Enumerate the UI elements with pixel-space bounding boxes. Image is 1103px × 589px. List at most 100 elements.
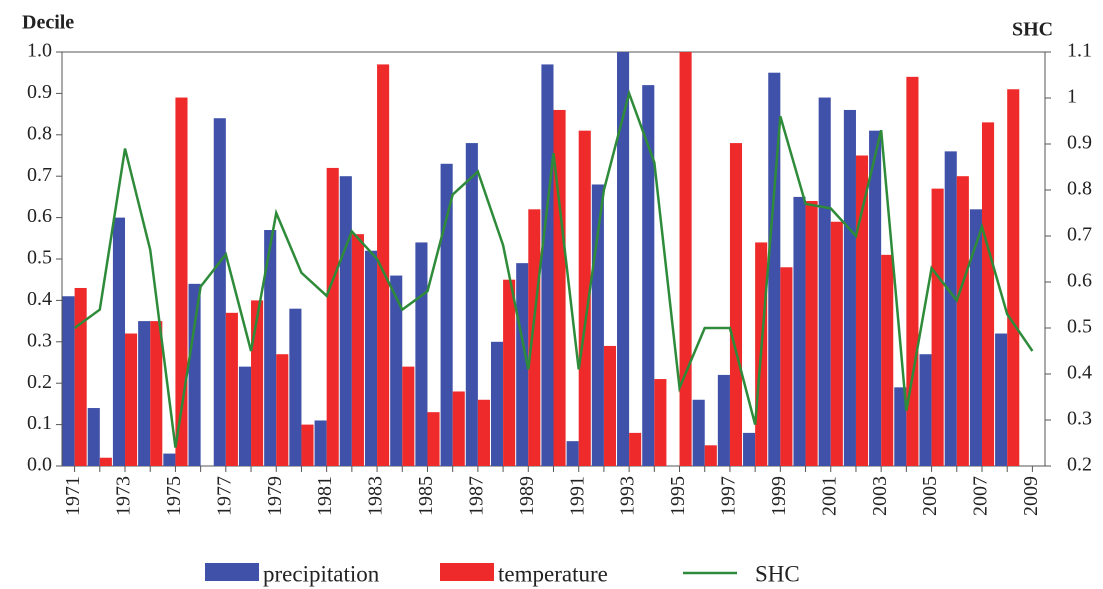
legend-label: SHC	[755, 561, 800, 586]
bar	[981, 122, 995, 466]
bar	[528, 209, 541, 466]
bar	[415, 242, 428, 466]
bar	[818, 97, 831, 466]
legend-swatch	[205, 563, 259, 581]
bar	[251, 300, 264, 466]
bar	[881, 254, 894, 466]
y2-tick-label: 0.3	[1067, 408, 1092, 430]
x-tick-label: 1971	[62, 476, 84, 516]
y2-axis-title: SHC	[1012, 19, 1053, 41]
bar	[112, 217, 126, 466]
bar	[364, 250, 378, 466]
bar	[906, 76, 919, 466]
bar	[276, 354, 289, 466]
bar	[314, 420, 327, 466]
bar	[390, 275, 403, 466]
bar	[301, 424, 314, 466]
bar	[74, 287, 87, 466]
bar	[869, 130, 882, 466]
y-tick-label: 0.9	[27, 81, 52, 103]
x-tick-label: 2001	[818, 476, 840, 516]
x-tick-label: 2009	[1020, 476, 1042, 516]
bar	[427, 412, 440, 466]
y-tick-label: 0.8	[27, 122, 52, 144]
bar	[654, 379, 667, 466]
bar	[843, 109, 856, 467]
x-tick-label: 1983	[365, 476, 387, 516]
bar	[566, 441, 579, 466]
bar	[503, 279, 516, 466]
bar	[238, 366, 252, 466]
bar	[768, 72, 781, 466]
bar	[553, 109, 566, 467]
bar	[477, 399, 490, 466]
y-tick-label: 0.4	[27, 288, 52, 310]
y2-tick-label: 1.1	[1067, 40, 1092, 62]
bar	[99, 457, 112, 466]
bar	[692, 399, 705, 466]
bar	[402, 366, 415, 466]
bar	[642, 85, 655, 467]
x-tick-label: 1973	[113, 476, 135, 516]
line	[73, 89, 1034, 448]
bar	[339, 176, 352, 466]
bar	[125, 333, 138, 466]
legend-swatch	[440, 563, 494, 581]
y2-tick-label: 0.5	[1067, 316, 1092, 338]
y2-tick-label: 0.9	[1067, 132, 1092, 154]
bar	[87, 408, 100, 466]
x-tick-label: 2005	[919, 476, 941, 516]
bar	[956, 176, 969, 466]
legend-label: temperature	[498, 561, 608, 586]
x-tick-label: 1985	[415, 476, 437, 516]
x-tick-label: 1981	[314, 476, 336, 516]
bar	[541, 64, 554, 467]
bar	[855, 155, 869, 466]
bar	[138, 321, 151, 466]
y2-tick-label: 0.8	[1067, 178, 1092, 200]
y-tick-label: 1.0	[27, 40, 52, 62]
legend-label: precipitation	[263, 561, 380, 586]
y2-tick-label: 0.2	[1067, 454, 1092, 476]
bar	[440, 163, 453, 466]
bar	[729, 143, 743, 466]
bar	[351, 234, 364, 466]
bar	[62, 296, 75, 466]
y-axis-title: Decile	[22, 12, 74, 34]
bar	[894, 387, 907, 466]
bar	[188, 283, 201, 466]
bar	[717, 374, 730, 466]
bar	[944, 151, 957, 467]
bar	[452, 391, 465, 466]
x-tick-label: 1995	[667, 476, 689, 516]
bar	[289, 308, 302, 466]
x-tick-label: 2007	[970, 476, 992, 516]
bar	[743, 432, 756, 466]
y2-tick-label: 1	[1067, 86, 1077, 108]
x-tick-label: 1987	[465, 476, 487, 516]
bar	[617, 52, 630, 466]
bar	[995, 333, 1008, 466]
bar	[264, 230, 277, 466]
bar	[830, 221, 843, 466]
x-tick-label: 1977	[213, 476, 235, 516]
bar	[629, 432, 642, 466]
bar	[326, 167, 339, 467]
bar	[377, 64, 390, 467]
x-tick-label: 1979	[264, 476, 286, 516]
bar	[603, 345, 617, 466]
bar	[225, 312, 238, 466]
bar	[175, 97, 188, 466]
bar	[931, 188, 944, 466]
bar	[919, 354, 932, 466]
x-tick-label: 1989	[516, 476, 538, 516]
y2-tick-label: 0.6	[1067, 270, 1092, 292]
x-tick-label: 1991	[566, 476, 588, 516]
y-tick-label: 0.7	[27, 164, 52, 186]
bar	[679, 52, 692, 466]
bar	[969, 209, 982, 466]
x-tick-label: 1975	[163, 476, 185, 516]
bar	[780, 267, 793, 466]
y-tick-label: 0.6	[27, 205, 52, 227]
